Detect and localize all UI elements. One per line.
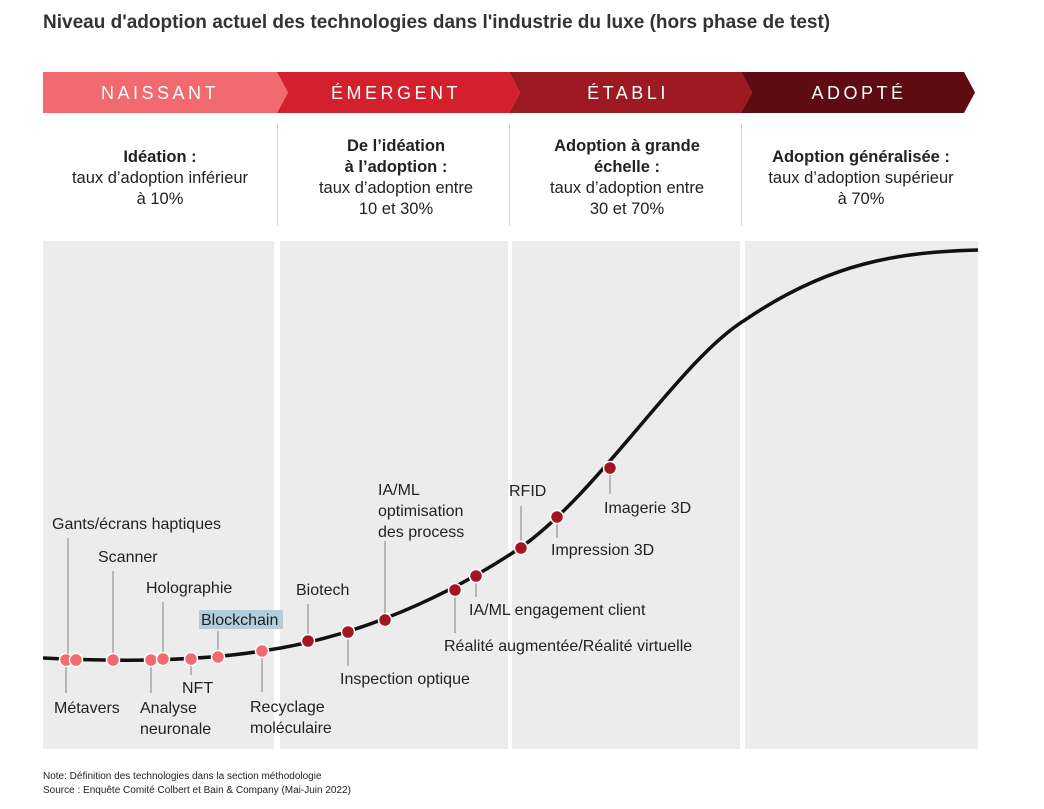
highlight-box bbox=[199, 610, 283, 629]
footer-note: Note: Définition des technologies dans l… bbox=[43, 771, 322, 782]
point-label-line: Blockchain bbox=[201, 612, 278, 629]
point-label-line: Analyse bbox=[140, 700, 197, 717]
stage-heading-emergent: De l’idéation à l’adoption : bbox=[344, 137, 448, 176]
point-4-dot bbox=[143, 652, 159, 668]
point-7-dot bbox=[210, 649, 226, 665]
stage-panel bbox=[745, 241, 978, 749]
stage-desc-naissant: Idéation : taux d’adoption inférieur à 1… bbox=[45, 147, 275, 210]
chart-title: Niveau d'adoption actuel des technologie… bbox=[43, 12, 831, 33]
stage-desc-adopte: Adoption généralisée : taux d’adoption s… bbox=[744, 147, 978, 210]
point-label: Impression 3D bbox=[551, 542, 654, 559]
point-label-line: Métavers bbox=[54, 700, 120, 717]
point-label-line: Biotech bbox=[296, 582, 349, 599]
point-label: IA/ML engagement client bbox=[469, 602, 646, 619]
point-16-dot bbox=[602, 460, 618, 476]
point-label: NFT bbox=[182, 680, 213, 697]
footer-source: Source : Enquête Comité Colbert et Bain … bbox=[43, 785, 351, 796]
point-label-line: NFT bbox=[182, 680, 213, 697]
point-label: Biotech bbox=[296, 582, 349, 599]
point-label-line: des process bbox=[378, 524, 464, 541]
stage-desc-emergent: De l’idéation à l’adoption : taux d’adop… bbox=[280, 136, 512, 220]
stage-panel bbox=[43, 241, 274, 749]
point-label: Réalité augmentée/Réalité virtuelle bbox=[444, 638, 692, 655]
point-label-line: neuronale bbox=[140, 721, 211, 738]
point-label-line: Scanner bbox=[98, 549, 158, 566]
point-label: Inspection optique bbox=[340, 671, 470, 688]
stage-arrow-1 bbox=[43, 72, 288, 113]
point-10-dot bbox=[340, 624, 356, 640]
stage-arrow-2 bbox=[277, 72, 520, 113]
point-11-dot bbox=[377, 612, 393, 628]
stage-label: ÉTABLI bbox=[587, 83, 669, 103]
stage-separator bbox=[509, 124, 510, 226]
stage-arrow-4 bbox=[741, 72, 975, 113]
stage-separator bbox=[741, 124, 742, 226]
stage-arrow-3 bbox=[509, 72, 752, 113]
point-label: IA/ML optimisation des process bbox=[378, 482, 464, 541]
point-label-line: IA/ML engagement client bbox=[469, 602, 646, 619]
point-3-dot bbox=[105, 652, 121, 668]
stage-text-adopte: taux d’adoption supérieur à 70% bbox=[768, 169, 954, 208]
stage-desc-etabli: Adoption à grande échelle : taux d’adopt… bbox=[512, 136, 742, 220]
stage-heading-naissant: Idéation : bbox=[123, 148, 197, 166]
point-label-line: Réalité augmentée/Réalité virtuelle bbox=[444, 638, 692, 655]
stage-heading-adopte: Adoption généralisée : bbox=[772, 148, 950, 166]
point-label: Analyse neuronale bbox=[140, 700, 211, 738]
point-label-line: IA/ML bbox=[378, 482, 420, 499]
point-label-line: moléculaire bbox=[250, 720, 332, 737]
stage-text-emergent: taux d’adoption entre 10 et 30% bbox=[318, 179, 474, 218]
stage-text-etabli: taux d’adoption entre 30 et 70% bbox=[549, 179, 705, 218]
point-2-dot bbox=[68, 652, 84, 668]
point-label-line: Impression 3D bbox=[551, 542, 654, 559]
point-15-dot bbox=[549, 509, 565, 525]
point-label: Holographie bbox=[146, 580, 232, 597]
point-6-dot bbox=[183, 651, 199, 667]
point-label: Métavers bbox=[54, 700, 120, 717]
point-label: Imagerie 3D bbox=[604, 500, 691, 517]
stage-label: NAISSANT bbox=[101, 83, 219, 103]
stage-text-naissant: taux d’adoption inférieur à 10% bbox=[71, 169, 249, 208]
stage-separator bbox=[277, 124, 278, 226]
point-label-line: Gants/écrans haptiques bbox=[52, 516, 221, 533]
point-label: Recyclage moléculaire bbox=[250, 699, 332, 737]
stage-panel bbox=[280, 241, 508, 749]
point-label: Gants/écrans haptiques bbox=[52, 516, 221, 533]
point-label: RFID bbox=[509, 483, 546, 500]
stage-label: ÉMERGENT bbox=[331, 83, 461, 103]
point-label-line: Imagerie 3D bbox=[604, 500, 691, 517]
point-8-dot bbox=[254, 643, 270, 659]
point-14-dot bbox=[513, 540, 529, 556]
point-label-line: RFID bbox=[509, 483, 546, 500]
point-12-dot bbox=[447, 582, 463, 598]
point-13-dot bbox=[468, 568, 484, 584]
point-label-line: Recyclage bbox=[250, 699, 325, 716]
stage-heading-etabli: Adoption à grande échelle : bbox=[554, 137, 700, 176]
point-label-line: Inspection optique bbox=[340, 671, 470, 688]
point-label: Blockchain bbox=[201, 612, 278, 629]
stage-label: ADOPTÉ bbox=[811, 83, 906, 103]
stage-panel bbox=[512, 241, 740, 749]
point-label: Scanner bbox=[98, 549, 158, 566]
point-9-dot bbox=[300, 633, 316, 649]
point-5-dot bbox=[155, 651, 171, 667]
point-label-line: Holographie bbox=[146, 580, 232, 597]
point-label-line: optimisation bbox=[378, 503, 463, 520]
